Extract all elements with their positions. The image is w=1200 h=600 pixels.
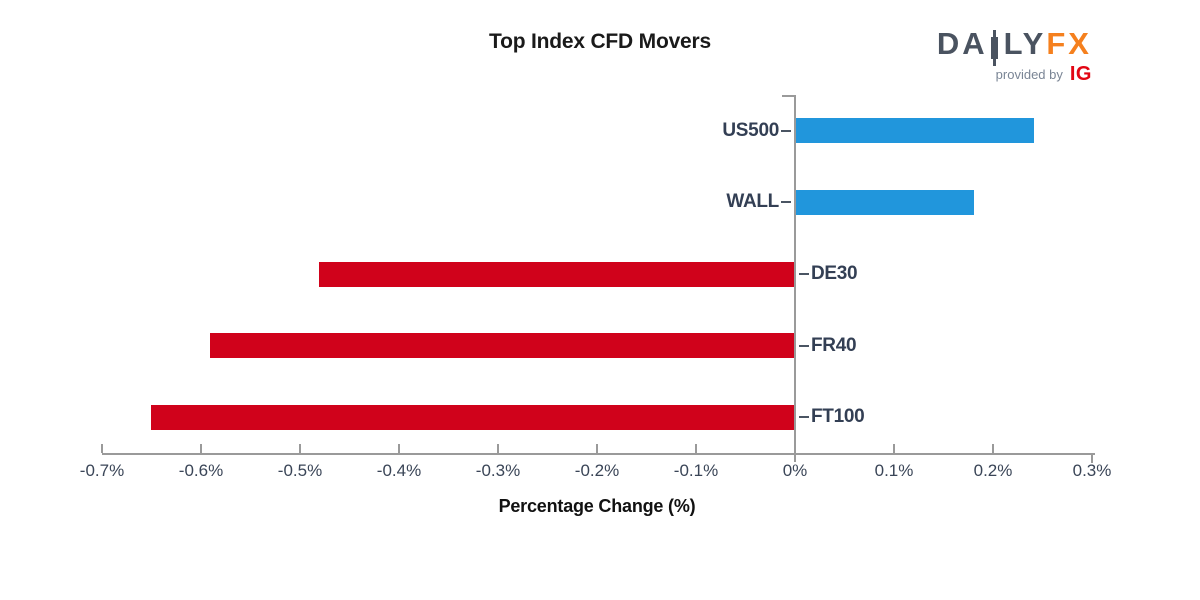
chart-title: Top Index CFD Movers: [489, 30, 711, 53]
x-tick-label: -0.2%: [574, 461, 620, 480]
x-tick-label: -0.5%: [277, 461, 323, 480]
category-tick-ft100: [799, 416, 809, 419]
bar-ft100: [150, 404, 794, 430]
zero-axis-line: [794, 95, 796, 462]
x-tick: [596, 444, 598, 453]
category-tick-us500: [781, 129, 791, 132]
x-tick: [398, 444, 400, 453]
dailyfx-wordmark: DA LY FX: [936, 26, 1092, 66]
x-tick-label: -0.3%: [475, 461, 521, 480]
candlestick-wick: [992, 30, 996, 66]
category-label-wall: WALL: [726, 191, 779, 213]
provided-by-text: provided by: [995, 66, 1063, 82]
bar-us500: [796, 118, 1034, 144]
x-tick-label: 0.2%: [973, 461, 1013, 480]
logo-text-fx: FX: [1046, 26, 1092, 61]
bar-fr40: [209, 333, 794, 359]
x-tick: [299, 444, 301, 453]
candlestick-i-icon: [990, 30, 998, 66]
bar-de30: [318, 261, 794, 287]
x-tick-label: 0.1%: [874, 461, 914, 480]
x-tick: [695, 444, 697, 453]
logo-text-ly: LY: [1003, 26, 1047, 61]
category-label-de30: DE30: [811, 263, 858, 284]
x-tick: [893, 444, 895, 453]
axis-top-tick: [782, 95, 794, 97]
x-tick-label: 0.3%: [1072, 461, 1112, 480]
ig-logo: IG: [1069, 63, 1092, 85]
category-tick-wall: [781, 201, 791, 204]
x-tick-label: -0.1%: [673, 461, 719, 480]
x-tick: [497, 444, 499, 453]
category-label-fr40: FR40: [811, 334, 857, 356]
x-axis-line: [102, 453, 1095, 455]
x-tick-label: -0.4%: [376, 461, 422, 480]
x-tick-label: -0.7%: [79, 461, 125, 480]
provided-by-row: provided by IG: [937, 64, 1092, 84]
category-label-ft100: FT100: [811, 406, 865, 428]
x-axis-label: Percentage Change (%): [498, 496, 696, 516]
category-tick-de30: [799, 273, 809, 275]
x-tick-label: -0.6%: [178, 461, 224, 480]
x-tick-label: 0%: [782, 461, 808, 480]
bar-wall: [796, 189, 975, 215]
x-tick: [1091, 455, 1093, 463]
x-tick: [101, 444, 103, 453]
logo-text-da: DA: [936, 26, 988, 61]
x-tick: [200, 444, 202, 453]
x-tick: [992, 444, 994, 453]
category-label-us500: US500: [722, 119, 779, 141]
dailyfx-logo: DA LY FX provided by IG: [937, 28, 1092, 84]
category-tick-fr40: [799, 344, 809, 347]
